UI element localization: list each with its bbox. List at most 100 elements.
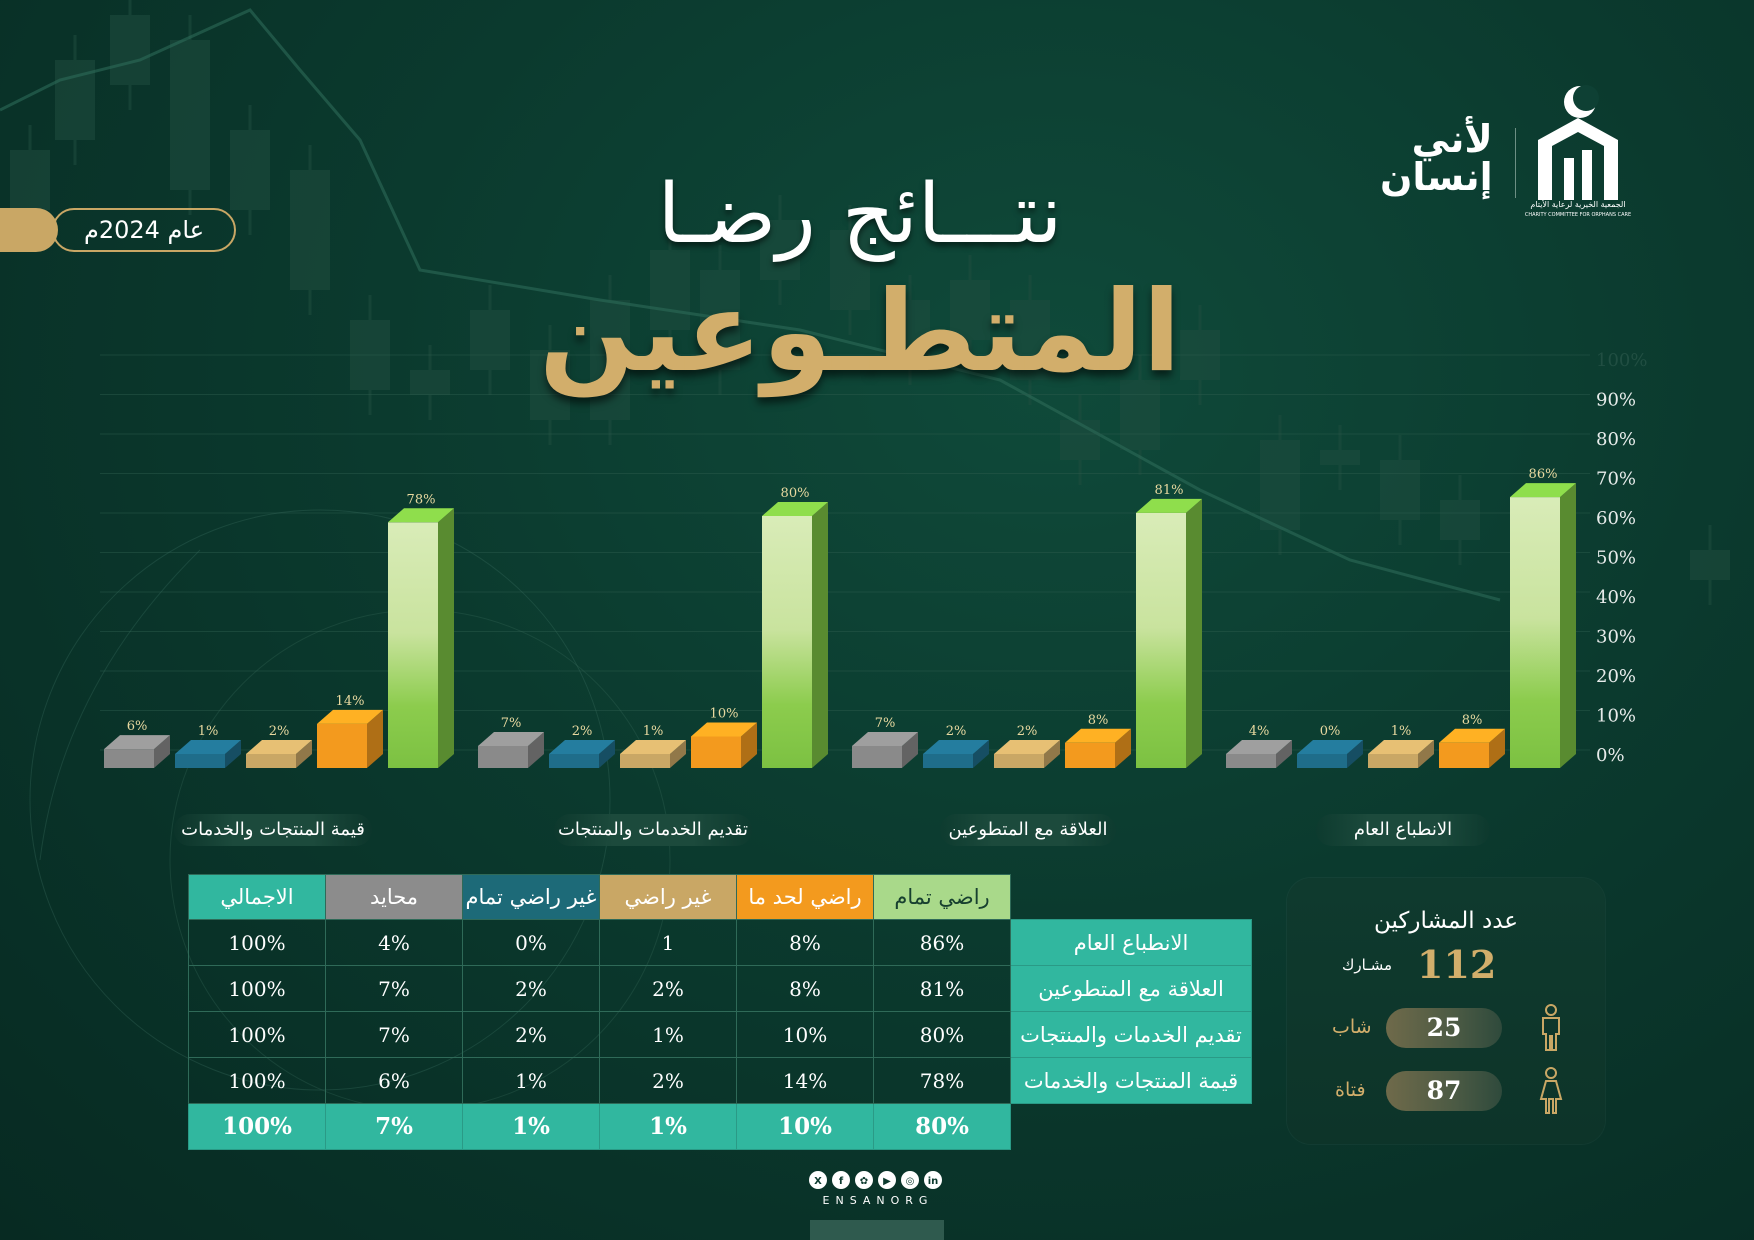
y-tick-label: 10% (1596, 706, 1636, 727)
facebook-icon[interactable]: f (832, 1171, 850, 1189)
bar-value-label: 80% (781, 486, 810, 501)
table-cell: 14% (736, 1057, 874, 1104)
table-cell: 86% (873, 919, 1011, 966)
svg-text:X: X (814, 1176, 822, 1187)
table-total-row: 100% 7% 1% 1% 10% 80% (188, 1103, 1252, 1150)
bar (1510, 483, 1576, 768)
bar (388, 508, 454, 768)
svg-text:▶: ▶ (883, 1176, 891, 1187)
participants-total-label: مشـارك (1342, 956, 1392, 974)
table-cell: 78% (873, 1057, 1011, 1104)
y-tick-label: 50% (1596, 548, 1636, 569)
bar-value-label: 10% (710, 707, 739, 722)
table-cell: 7% (325, 965, 463, 1012)
table-cell: 100% (188, 1057, 326, 1104)
table-cell: 8% (736, 965, 874, 1012)
bar-value-label: 78% (407, 492, 436, 507)
bar-value-label: 4% (1249, 724, 1270, 739)
table-cell: 0% (462, 919, 600, 966)
y-tick-label: 30% (1596, 627, 1636, 648)
bar-value-label: 2% (572, 724, 593, 739)
table-row: 100% 7% 2% 1% 10% 80% تقديم الخدمات والم… (188, 1011, 1252, 1058)
group-label-3: قيمة المنتجات والخدمات (174, 814, 372, 846)
participants-card: عدد المشاركين 112 مشـارك 25 شاب 87 فتاة (1287, 878, 1605, 1144)
svg-text:f: f (839, 1176, 844, 1187)
bar (762, 502, 828, 768)
table-cell: 2% (462, 1011, 600, 1058)
bar-value-label: 2% (269, 724, 290, 739)
total-cell: 10% (736, 1103, 874, 1150)
snapchat-icon[interactable]: ✿ (855, 1171, 873, 1189)
group-label-0: الانطباع العام (1316, 814, 1490, 846)
table-cell: 80% (873, 1011, 1011, 1058)
logo-slogan: لأني إنسان (1380, 120, 1493, 196)
female-person-icon (1539, 1067, 1563, 1114)
bar (478, 731, 544, 768)
logo-tagline-en: CHARITY COMMITTEE FOR ORPHANS CARE (1524, 212, 1632, 218)
total-cell: 100% (188, 1103, 326, 1150)
bar (1439, 728, 1505, 768)
bar (691, 722, 757, 768)
female-count: 87 (1386, 1071, 1502, 1111)
col-header-total: الاجمالي (188, 874, 326, 920)
instagram-icon[interactable]: ◎ (901, 1171, 919, 1189)
row-header: تقديم الخدمات والمنتجات (1010, 1011, 1252, 1058)
table-cell: 100% (188, 965, 326, 1012)
table-cell: 2% (462, 965, 600, 1012)
bar (994, 740, 1060, 768)
footer-handle: ENSANORG (822, 1194, 934, 1207)
bar-value-label: 8% (1088, 713, 1109, 728)
col-header-very-satisfied: راضي تمام (873, 874, 1011, 920)
bar-value-label: 2% (1017, 724, 1038, 739)
table-cell: 2% (599, 1057, 737, 1104)
bar-value-label: 1% (643, 724, 664, 739)
footer-bar (810, 1220, 944, 1240)
bar-value-label: 0% (1320, 724, 1341, 739)
bar-value-label: 1% (198, 724, 219, 739)
group-label-1: العلاقة مع المتطوعين (940, 814, 1116, 846)
page-title-line-1: نتـــائج رضـا (657, 167, 1063, 262)
y-tick-label: 40% (1596, 587, 1636, 608)
male-person-icon (1542, 1004, 1560, 1051)
female-label: فتاة (1335, 1079, 1366, 1101)
slogan-line-2: إنسان (1380, 155, 1493, 199)
bar (1136, 498, 1202, 768)
youtube-icon[interactable]: ▶ (878, 1171, 896, 1189)
col-header-somewhat-satisfied: راضي لحد ما (736, 874, 874, 920)
svg-text:◎: ◎ (906, 1176, 915, 1187)
table-cell: 6% (325, 1057, 463, 1104)
bar (1368, 740, 1434, 768)
bar (1065, 728, 1131, 768)
y-tick-label: 90% (1596, 390, 1636, 411)
x-icon[interactable]: X (809, 1171, 827, 1189)
bar (620, 740, 686, 768)
row-header: الانطباع العام (1010, 919, 1252, 966)
linkedin-icon[interactable]: in (924, 1171, 942, 1189)
participants-title: عدد المشاركين (1373, 908, 1519, 934)
male-label: شاب (1332, 1016, 1372, 1038)
y-tick-label: 0% (1596, 745, 1625, 766)
year-badge: عام 2024م (52, 208, 236, 252)
table-cell: 1% (599, 1011, 737, 1058)
table-cell: 100% (188, 1011, 326, 1058)
slogan-line-1: لأني (1411, 117, 1493, 161)
bar (923, 740, 989, 768)
table-row: 100% 6% 1% 2% 14% 78% قيمة المنتجات والخ… (188, 1057, 1252, 1104)
y-tick-label: 60% (1596, 508, 1636, 529)
y-tick-label: 100% (1596, 350, 1647, 371)
male-count: 25 (1386, 1008, 1502, 1048)
table-cell: 10% (736, 1011, 874, 1058)
bar (1226, 740, 1292, 768)
table-cell: 4% (325, 919, 463, 966)
y-tick-label: 70% (1596, 469, 1636, 490)
bar (1297, 740, 1363, 768)
bar (549, 740, 615, 768)
table-cell: 81% (873, 965, 1011, 1012)
y-tick-label: 20% (1596, 666, 1636, 687)
bar-value-label: 81% (1155, 483, 1184, 498)
bar-value-label: 7% (501, 716, 522, 731)
participants-total: 112 (1417, 942, 1497, 987)
bar-value-label: 1% (1391, 724, 1412, 739)
